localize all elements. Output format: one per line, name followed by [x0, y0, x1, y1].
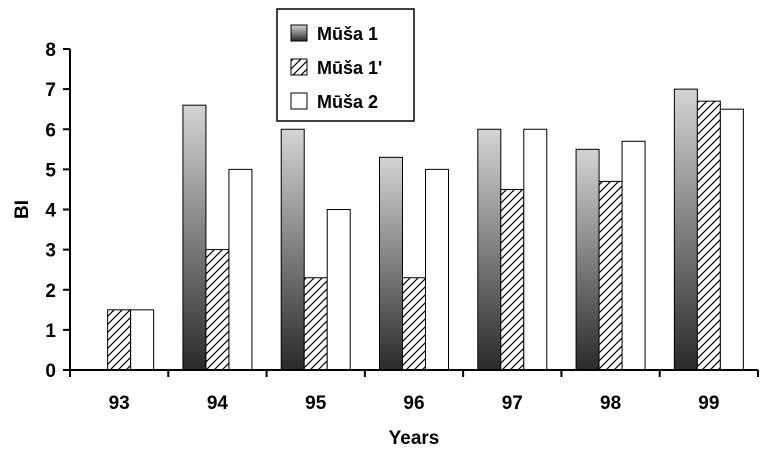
legend-swatch-hatch	[290, 58, 308, 76]
bar-gradient-95	[280, 128, 305, 371]
legend-label: Mūša 2	[317, 92, 378, 112]
bar-hatch-98	[598, 180, 623, 371]
bar-hatch-95	[303, 277, 328, 371]
y-tick-label: 1	[45, 321, 56, 342]
bar-white-95	[326, 209, 351, 371]
legend: Mūša 1 Mūša 1' Mūša 2	[276, 8, 415, 122]
bar-hatch-97	[500, 188, 525, 371]
bar-gradient-96	[379, 156, 403, 371]
bar-gradient-99	[673, 88, 698, 371]
bar-white-94	[228, 168, 253, 371]
bar-gradient-97	[477, 128, 502, 371]
y-tick-label: 8	[45, 40, 56, 61]
bar-gradient-94	[182, 104, 207, 371]
bar-white-98	[621, 140, 646, 371]
bar-gradient-98	[575, 148, 600, 371]
bar-hatch-94	[205, 249, 230, 371]
y-tick-label: 3	[45, 241, 56, 262]
bar-hatch-96	[402, 277, 426, 371]
x-tick-label: 94	[207, 393, 229, 414]
x-tick-label: 98	[600, 393, 621, 414]
legend-label: Mūša 1	[317, 24, 378, 44]
legend-swatch-gradient	[290, 24, 308, 42]
y-tick-label: 4	[45, 201, 56, 222]
x-axis-title: Years	[389, 428, 440, 449]
x-tick-label: 97	[502, 393, 523, 414]
bar-white-97	[523, 128, 548, 371]
y-axis-title: BI	[12, 200, 33, 219]
x-tick-label: 96	[403, 393, 424, 414]
x-tick-label: 95	[305, 393, 327, 414]
bar-white-93	[130, 309, 155, 371]
y-tick-label: 2	[45, 281, 56, 302]
y-axis-ticks: 0 1 2 3 4 5 6 7 8	[45, 40, 70, 382]
legend-label: Mūša 1'	[317, 58, 382, 78]
bars-group	[107, 88, 744, 371]
y-tick-label: 7	[45, 80, 56, 101]
bar-hatch-93	[107, 309, 132, 371]
x-tick-label: 99	[698, 393, 719, 414]
legend-swatch-white	[290, 92, 308, 110]
y-tick-label: 0	[45, 361, 56, 382]
x-axis-ticks: 93 94 95 96 97 98 99	[69, 370, 759, 414]
y-tick-label: 6	[45, 120, 56, 141]
y-tick-label: 5	[45, 160, 56, 181]
x-tick-label: 93	[109, 393, 130, 414]
bar-white-96	[425, 168, 449, 371]
bar-white-99	[719, 108, 744, 371]
bar-hatch-99	[696, 100, 721, 371]
